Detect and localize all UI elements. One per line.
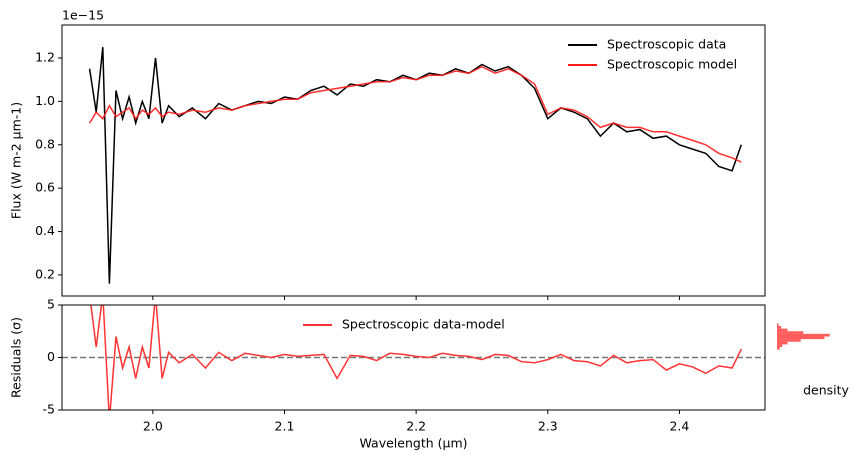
histogram-bar [777,339,801,342]
histogram-bar [777,331,804,334]
x-tick-label: 2.1 [275,419,295,434]
series-line [88,65,742,163]
histogram-bar [777,336,825,340]
legend-label: Spectroscopic data-model [342,317,505,332]
histogram-bar [777,326,782,329]
x-axis-label: Wavelength (µm) [359,436,467,451]
plot-area [62,305,765,410]
y-tick-label: 1.0 [35,93,55,108]
y-tick-label: 0.2 [35,266,55,281]
histogram-bar [777,328,788,332]
y-tick-label: -5 [43,402,55,417]
series-line [88,47,743,284]
histogram-bar [777,347,780,350]
x-axis-label: density [803,383,849,398]
offset-text: 1e−15 [62,8,104,23]
legend-label: Spectroscopic model [607,57,737,72]
axes-frame [61,24,766,297]
x-tick-label: 2.0 [143,419,163,434]
histogram-bar [777,323,779,326]
y-tick-label: 5 [47,297,55,312]
series-line [90,305,742,410]
legend-label: Spectroscopic data [607,37,726,52]
plot-area [88,47,743,284]
histogram-bar [777,344,783,347]
y-tick-label: 0.8 [35,136,55,151]
axes-frame [61,304,766,411]
x-tick-label: 2.2 [406,419,426,434]
x-tick-label: 2.4 [669,419,689,434]
y-tick-label: 0.6 [35,180,55,195]
histogram-bar [777,341,788,345]
y-axis-label: Residuals (σ) [9,317,24,398]
y-tick-label: 0.4 [35,223,55,238]
y-tick-label: 1.2 [35,49,55,64]
histogram-bar [777,333,830,337]
x-tick-label: 2.3 [538,419,558,434]
y-axis-label: Flux (W m-2 µm-1) [9,102,24,219]
y-tick-label: 0 [47,349,55,364]
